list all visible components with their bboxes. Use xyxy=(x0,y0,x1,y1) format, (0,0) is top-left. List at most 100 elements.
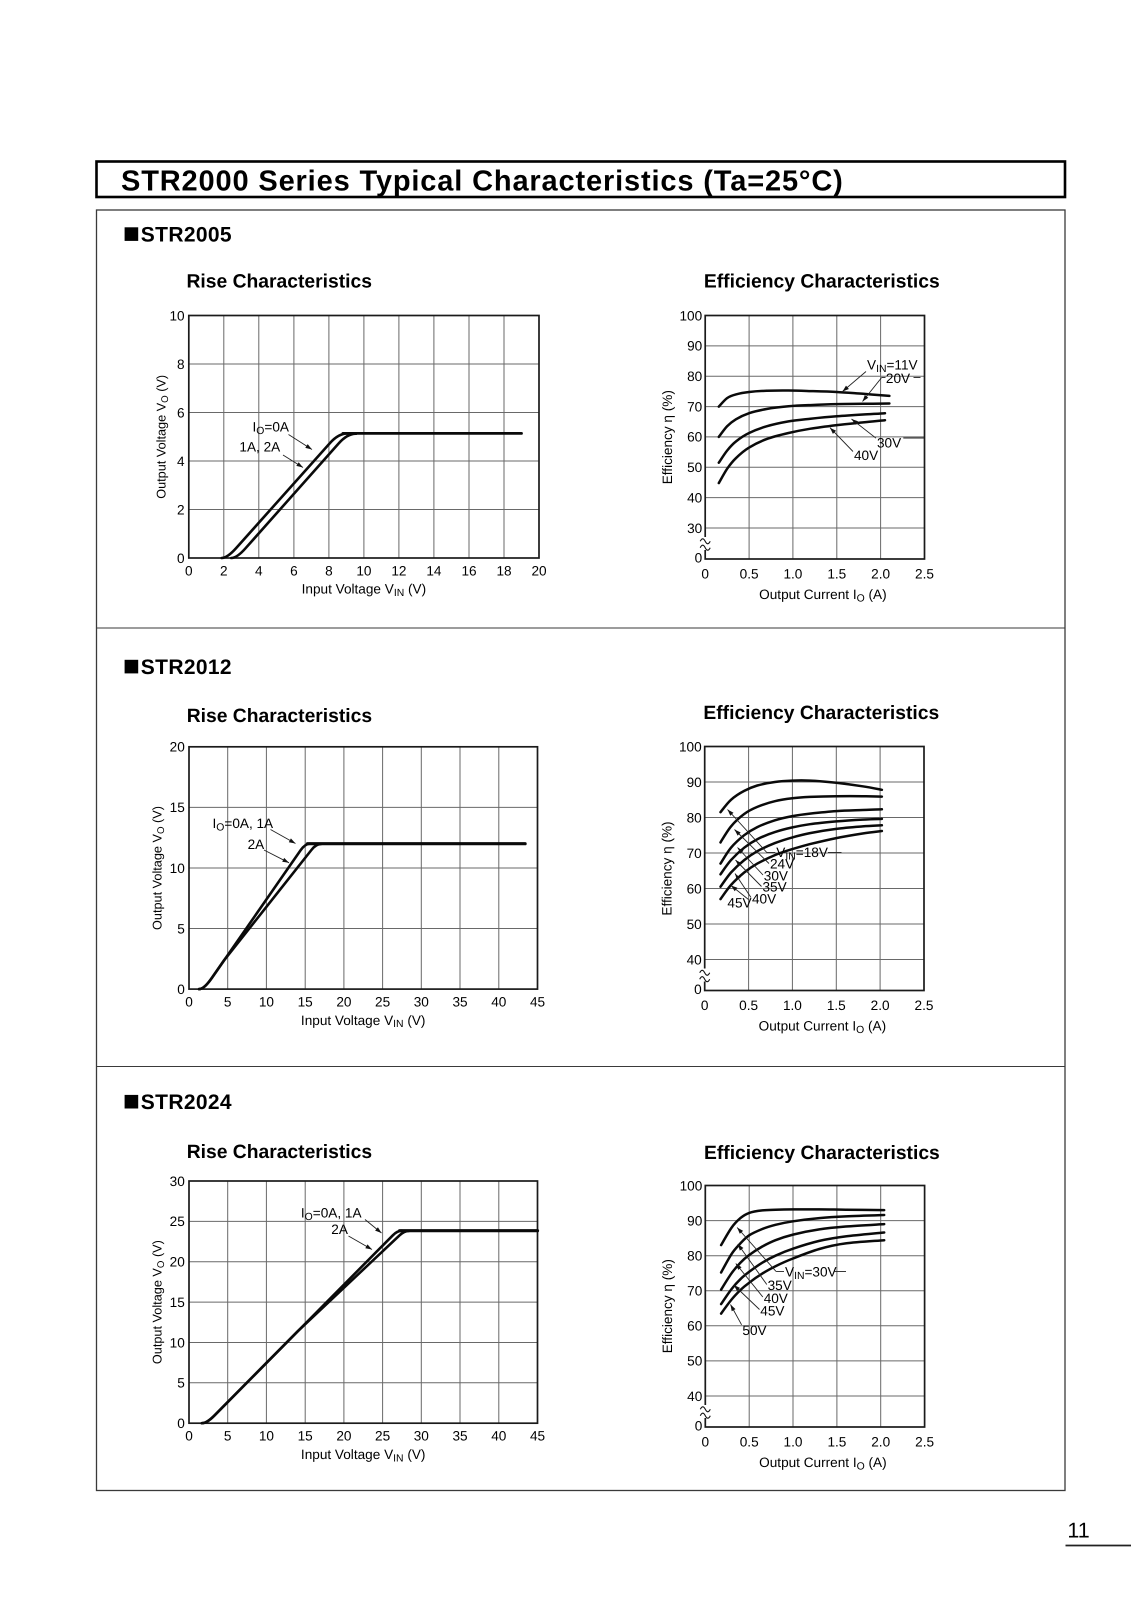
svg-text:20: 20 xyxy=(336,995,352,1010)
svg-text:0: 0 xyxy=(701,566,709,581)
svg-text:0: 0 xyxy=(702,1434,710,1449)
svg-text:Rise Characteristics: Rise Characteristics xyxy=(187,706,372,727)
svg-text:0: 0 xyxy=(185,995,193,1010)
svg-text:1.0: 1.0 xyxy=(783,566,802,581)
svg-text:STR2024: STR2024 xyxy=(141,1091,232,1114)
svg-text:80: 80 xyxy=(687,1249,703,1264)
svg-text:30V: 30V xyxy=(764,868,788,883)
svg-text:1.5: 1.5 xyxy=(827,1434,846,1449)
svg-text:Efficiency η (%): Efficiency η (%) xyxy=(660,1259,675,1353)
svg-text:11: 11 xyxy=(1067,1519,1089,1543)
svg-text:90: 90 xyxy=(687,339,703,354)
svg-text:60: 60 xyxy=(687,1319,703,1334)
svg-text:25: 25 xyxy=(375,1429,390,1444)
svg-text:50: 50 xyxy=(687,1354,703,1369)
svg-text:40: 40 xyxy=(687,490,703,505)
svg-text:IO=0A, 1A: IO=0A, 1A xyxy=(213,816,275,833)
svg-text:30: 30 xyxy=(414,995,430,1010)
svg-text:6: 6 xyxy=(177,405,185,420)
svg-text:45: 45 xyxy=(530,995,545,1010)
svg-text:8: 8 xyxy=(177,357,185,372)
svg-text:STR2012: STR2012 xyxy=(141,656,232,679)
svg-text:24V: 24V xyxy=(770,857,794,872)
svg-text:10: 10 xyxy=(259,995,275,1010)
svg-text:0: 0 xyxy=(694,982,702,997)
svg-text:15: 15 xyxy=(170,1295,185,1310)
svg-text:10: 10 xyxy=(170,1335,186,1350)
svg-text:Output Current IO (A): Output Current IO (A) xyxy=(759,587,886,604)
svg-text:0: 0 xyxy=(185,564,193,579)
svg-text:Input Voltage VIN (V): Input Voltage VIN (V) xyxy=(301,1013,426,1030)
svg-text:8: 8 xyxy=(325,564,333,579)
svg-text:Efficiency Characteristics: Efficiency Characteristics xyxy=(704,1143,940,1164)
svg-text:14: 14 xyxy=(426,564,442,579)
svg-text:Efficiency Characteristics: Efficiency Characteristics xyxy=(703,703,939,724)
svg-text:6: 6 xyxy=(290,564,298,579)
svg-text:30V: 30V xyxy=(877,436,901,451)
svg-text:0.5: 0.5 xyxy=(739,998,758,1013)
svg-text:20: 20 xyxy=(170,1255,186,1270)
svg-text:40V: 40V xyxy=(752,891,776,906)
svg-text:VIN=30V: VIN=30V xyxy=(785,1265,837,1282)
svg-text:15: 15 xyxy=(298,995,313,1010)
svg-text:5: 5 xyxy=(177,1376,185,1391)
svg-text:15: 15 xyxy=(170,800,185,815)
svg-text:40V: 40V xyxy=(854,448,878,463)
svg-text:0: 0 xyxy=(177,1416,185,1431)
svg-text:Output Voltage VO (V): Output Voltage VO (V) xyxy=(151,1240,167,1364)
svg-text:20: 20 xyxy=(336,1429,352,1444)
svg-text:100: 100 xyxy=(679,739,702,754)
svg-text:Input Voltage VIN (V): Input Voltage VIN (V) xyxy=(302,582,427,599)
svg-text:1.5: 1.5 xyxy=(827,998,846,1013)
svg-text:35V: 35V xyxy=(763,880,787,895)
svg-text:1A, 2A: 1A, 2A xyxy=(239,440,281,455)
svg-text:0: 0 xyxy=(695,551,703,566)
svg-text:15: 15 xyxy=(298,1429,313,1444)
svg-text:IO=0A, 1A: IO=0A, 1A xyxy=(301,1206,363,1223)
svg-text:70: 70 xyxy=(687,399,703,414)
svg-text:60: 60 xyxy=(687,881,703,896)
svg-text:45V: 45V xyxy=(727,896,751,911)
svg-text:40V: 40V xyxy=(764,1291,788,1306)
svg-text:2A: 2A xyxy=(331,1222,349,1237)
svg-text:1.5: 1.5 xyxy=(827,566,846,581)
svg-text:2.5: 2.5 xyxy=(915,566,934,581)
svg-text:0: 0 xyxy=(185,1429,193,1444)
svg-text:2.5: 2.5 xyxy=(915,998,934,1013)
svg-text:Output Voltage VO (V): Output Voltage VO (V) xyxy=(155,375,171,499)
svg-text:30: 30 xyxy=(170,1174,186,1189)
svg-text:80: 80 xyxy=(687,810,703,825)
svg-text:0: 0 xyxy=(695,1419,703,1434)
svg-text:40: 40 xyxy=(687,952,703,967)
svg-text:0: 0 xyxy=(177,551,185,566)
svg-text:10: 10 xyxy=(356,564,372,579)
svg-text:100: 100 xyxy=(680,1178,703,1193)
svg-text:25: 25 xyxy=(170,1214,185,1229)
svg-text:20: 20 xyxy=(531,564,547,579)
svg-text:2: 2 xyxy=(177,502,185,517)
svg-text:4: 4 xyxy=(177,454,185,469)
svg-text:70: 70 xyxy=(687,846,703,861)
svg-text:25: 25 xyxy=(375,995,390,1010)
svg-text:STR2000 Series Typical Charact: STR2000 Series Typical Characteristics (… xyxy=(121,166,844,198)
svg-text:0.5: 0.5 xyxy=(740,1434,759,1449)
svg-text:5: 5 xyxy=(224,995,232,1010)
svg-text:Rise Characteristics: Rise Characteristics xyxy=(187,1142,372,1163)
svg-text:IO=0A: IO=0A xyxy=(253,420,290,437)
svg-text:35: 35 xyxy=(452,1429,467,1444)
svg-text:30: 30 xyxy=(414,1429,430,1444)
svg-text:80: 80 xyxy=(687,369,703,384)
svg-text:30: 30 xyxy=(687,521,703,536)
svg-text:16: 16 xyxy=(461,564,476,579)
svg-text:40: 40 xyxy=(491,995,507,1010)
svg-text:2.5: 2.5 xyxy=(915,1434,934,1449)
svg-text:45: 45 xyxy=(530,1429,545,1444)
svg-text:70: 70 xyxy=(687,1284,703,1299)
svg-text:2A: 2A xyxy=(248,837,266,852)
svg-text:Efficiency Characteristics: Efficiency Characteristics xyxy=(704,272,940,293)
svg-text:2.0: 2.0 xyxy=(871,1434,890,1449)
svg-text:20V: 20V xyxy=(886,371,910,386)
svg-text:1.0: 1.0 xyxy=(783,998,802,1013)
svg-text:Output Current IO (A): Output Current IO (A) xyxy=(759,1019,886,1036)
svg-text:0.5: 0.5 xyxy=(740,566,759,581)
